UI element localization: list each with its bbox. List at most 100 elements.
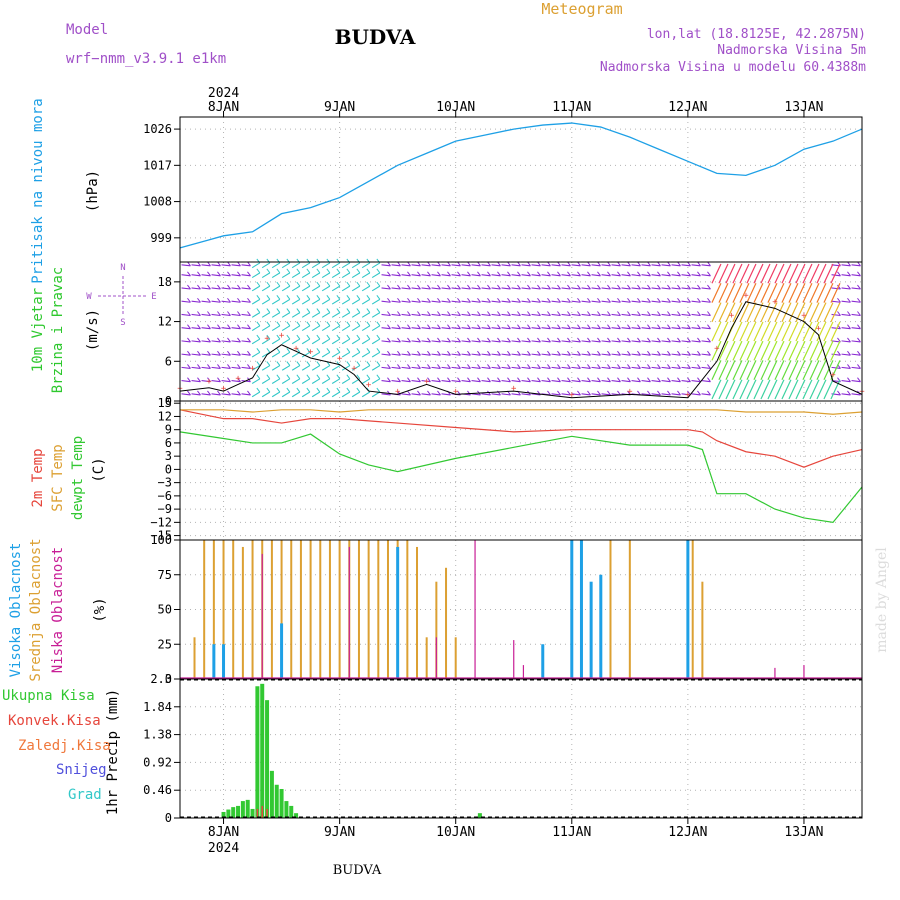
- wind-barb-feather: [677, 311, 681, 316]
- wind-barb-feather: [617, 324, 621, 330]
- wind-barb: [341, 351, 351, 358]
- wind-barb-feather: [366, 308, 371, 313]
- wind-barb: [421, 274, 431, 277]
- cloud-bar: [454, 637, 457, 679]
- wind-barb-feather: [366, 334, 371, 340]
- wind-barb-feather: [557, 261, 561, 267]
- wind-barb-feather: [577, 337, 581, 343]
- wind-barb: [621, 300, 631, 303]
- wind-barb-feather: [316, 361, 321, 366]
- wind-barb: [651, 287, 661, 290]
- wind-barb-feather: [537, 337, 541, 343]
- wind-barb: [491, 313, 501, 317]
- wind-barb: [541, 366, 551, 369]
- legend-snow: Snijeg: [56, 762, 107, 778]
- wind-barb-feather: [197, 390, 201, 396]
- wind-barb: [521, 327, 531, 330]
- wind-barb-feather: [207, 297, 211, 303]
- wind-barb: [451, 366, 461, 369]
- wind-barb-feather: [527, 350, 531, 356]
- wind-barb-feather: [687, 324, 691, 330]
- wind-barb-feather: [427, 364, 431, 369]
- x-tick-label-bottom: 9JAN: [324, 825, 355, 840]
- cloud-bar: [338, 540, 341, 679]
- wind-barb-feather: [547, 337, 551, 343]
- wind-barb: [441, 327, 451, 330]
- wind-barb-feather: [567, 284, 571, 290]
- wind-barb-feather: [647, 364, 651, 369]
- wind-barb-feather: [617, 337, 621, 343]
- wind-barb: [521, 380, 531, 383]
- wind-barb: [321, 378, 331, 384]
- wind-barb: [671, 380, 681, 383]
- wind-barb-feather: [187, 261, 191, 267]
- wind-barb: [221, 327, 231, 330]
- wind-barb: [181, 300, 191, 303]
- wind-barb-feather: [527, 284, 531, 290]
- wind-barb: [221, 287, 231, 290]
- convective-precip-bar: [256, 808, 259, 818]
- strong-wind-barb: [816, 360, 827, 380]
- y-tick-label: 0.92: [143, 755, 172, 769]
- wind-barb-feather: [577, 364, 581, 369]
- precip-bar: [279, 788, 284, 818]
- wind-barb-feather: [427, 297, 431, 303]
- wind-barb: [481, 366, 491, 369]
- wind-barb-feather: [266, 374, 271, 380]
- wind-barb: [661, 287, 671, 290]
- strong-wind-barb: [746, 283, 757, 303]
- wind-barb-feather: [507, 261, 511, 267]
- strong-wind-barb: [788, 340, 799, 361]
- strong-wind-barb: [802, 263, 813, 284]
- wind-barb-feather: [627, 377, 631, 382]
- wind-barb-feather: [437, 297, 441, 303]
- wind-barb: [631, 287, 641, 290]
- wind-barb-feather: [847, 350, 851, 356]
- wind-barb-feather: [207, 337, 211, 343]
- wind-barb: [831, 300, 841, 303]
- wind-barb-feather: [637, 271, 641, 277]
- wind-barb: [631, 274, 641, 277]
- wind-barb-feather: [547, 377, 551, 382]
- wind-barb: [671, 313, 681, 317]
- cloud-bar: [691, 540, 694, 679]
- wind-barb-feather: [447, 324, 451, 330]
- wind-barb-feather: [256, 281, 261, 287]
- wind-barb: [351, 285, 361, 292]
- wind-barb-feather: [447, 337, 451, 343]
- wind-barb: [371, 338, 381, 345]
- wind-barb-feather: [487, 377, 491, 382]
- wind-barb-feather: [597, 261, 601, 267]
- wind-barb: [451, 340, 461, 343]
- y-tick-label: 0: [165, 462, 172, 476]
- wind-barb: [221, 340, 231, 343]
- wind-barb: [591, 380, 601, 383]
- wind-barb-feather: [557, 311, 561, 316]
- wind-barb-feather: [366, 348, 371, 353]
- wind-barb-feather: [627, 297, 631, 303]
- wind-barb-feather: [256, 387, 261, 393]
- strong-wind-barb: [718, 263, 729, 284]
- wind-barb-feather: [567, 297, 571, 303]
- wind-barb: [581, 313, 591, 317]
- precip-bar: [294, 813, 299, 818]
- wind-barb-feather: [256, 321, 261, 327]
- cloud-bar: [328, 540, 331, 679]
- strong-wind-barb: [725, 302, 736, 323]
- wind-barb-feather: [467, 261, 471, 267]
- wind-gust-marker: +: [351, 364, 357, 374]
- wind-barb: [661, 366, 671, 369]
- wind-barb: [841, 366, 851, 369]
- wind-barb: [461, 264, 471, 267]
- wind-barb: [491, 300, 501, 303]
- wind-barb: [431, 327, 441, 330]
- wind-barb: [501, 264, 511, 267]
- wind-barb-feather: [587, 284, 591, 290]
- wind-barb: [311, 312, 321, 318]
- chart-title: BUDVA: [335, 25, 416, 49]
- wind-barb-feather: [187, 297, 191, 303]
- wind-barb-feather: [187, 350, 191, 356]
- wind-barb: [311, 351, 321, 358]
- wind-barb-feather: [577, 271, 581, 277]
- wind-barb: [851, 393, 861, 396]
